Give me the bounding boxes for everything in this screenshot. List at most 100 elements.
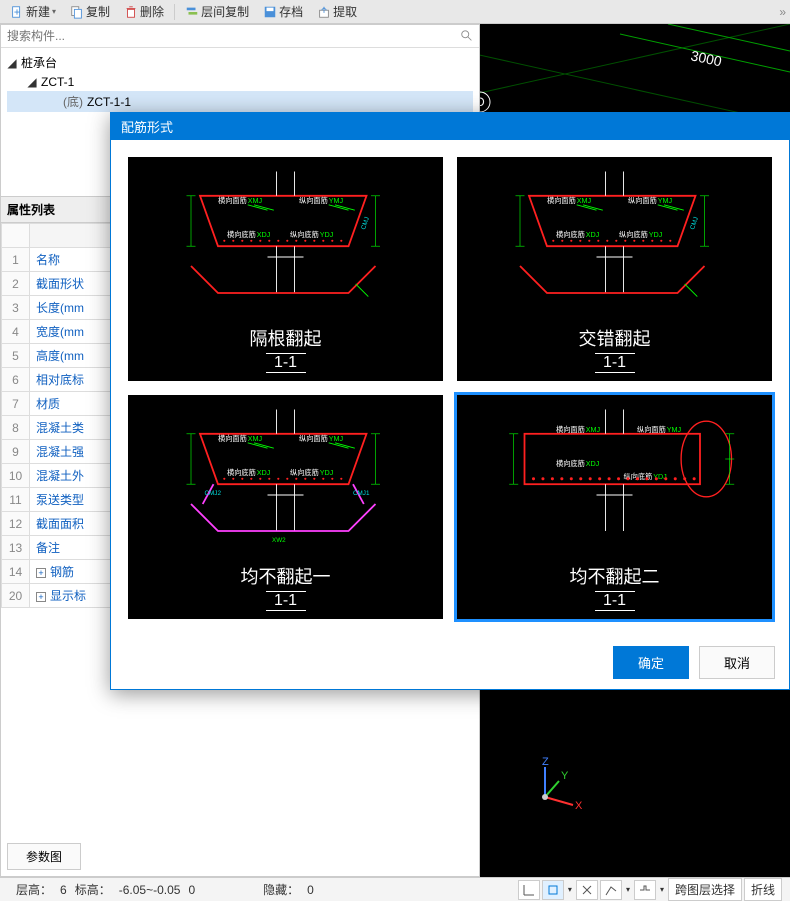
status-tool-1[interactable]	[518, 880, 540, 900]
prop-idx: 14	[2, 560, 30, 584]
rebar-diagram: 横向面筋XMJ 纵向面筋YMJ 横向底筋XDJ 纵向底筋YDJ	[467, 405, 762, 549]
new-icon	[10, 5, 24, 19]
component-tree: ◢ 桩承台 ◢ ZCT-1 (底) ZCT-1-1	[1, 48, 479, 116]
rebar-diagram: 横向面筋XMJ 纵向面筋YMJ 横向底筋XDJ 纵向底筋YDJ CMJ2 CMJ…	[138, 405, 433, 549]
prop-idx: 1	[2, 248, 30, 272]
thumbnail-grid: 横向面筋XMJ 纵向面筋YMJ 横向底筋XDJ 纵向底筋YDJ CMJ 隔根翻起…	[125, 154, 775, 622]
svg-text:Y: Y	[561, 770, 569, 782]
fold-button[interactable]: 折线	[744, 878, 782, 901]
svg-text:横向底筋: 横向底筋	[227, 230, 256, 239]
thumb-caption: 均不翻起二 1-1	[457, 563, 772, 611]
svg-text:横向底筋: 横向底筋	[227, 468, 256, 477]
delete-icon	[124, 5, 138, 19]
thumb-caption: 交错翻起 1-1	[457, 325, 772, 373]
prop-idx: 8	[2, 416, 30, 440]
status-tool-5[interactable]	[634, 880, 656, 900]
thumb-sub: 1-1	[266, 591, 306, 611]
svg-text:XDJ: XDJ	[586, 459, 600, 468]
cross-layer-button[interactable]: 跨图层选择	[668, 878, 742, 901]
thumb-caption: 均不翻起一 1-1	[128, 563, 443, 611]
svg-text:YMJ: YMJ	[667, 425, 682, 434]
status-bar: 层高： 6 标高： -6.05~-0.05 0 隐藏： 0 ▾ ▾ ▾ 跨图层选…	[0, 877, 790, 901]
search-icon	[460, 29, 474, 43]
tree-child2-prefix: (底)	[63, 93, 83, 110]
toolbar-separator	[174, 4, 175, 20]
rebar-diagram: 横向面筋XMJ 纵向面筋YMJ 横向底筋XDJ 纵向底筋YDJ CMJ	[138, 167, 433, 311]
save-button[interactable]: 存档	[257, 1, 309, 22]
dropdown-caret-icon: ▾	[52, 7, 56, 16]
cancel-button[interactable]: 取消	[699, 646, 775, 679]
expand-icon[interactable]: +	[36, 592, 46, 602]
rebar-option-2[interactable]: 横向面筋XMJ 纵向面筋YMJ 横向底筋XDJ 纵向底筋YDJ CMJ2 CMJ…	[125, 392, 446, 622]
extract-icon	[317, 5, 331, 19]
thumb-sub: 1-1	[595, 591, 635, 611]
prop-idx: 13	[2, 536, 30, 560]
svg-text:CMJ2: CMJ2	[205, 490, 222, 497]
svg-text:纵向底筋: 纵向底筋	[619, 230, 648, 239]
prop-idx: 6	[2, 368, 30, 392]
status-zero: 0	[188, 883, 195, 897]
dropdown-icon[interactable]: ▾	[566, 885, 574, 894]
param-diagram-button[interactable]: 参数图	[7, 843, 81, 870]
prop-idx: 20	[2, 584, 30, 608]
rebar-option-1[interactable]: 横向面筋XMJ 纵向面筋YMJ 横向底筋XDJ 纵向底筋YDJ CMJ 交错翻起…	[454, 154, 775, 384]
rebar-option-0[interactable]: 横向面筋XMJ 纵向面筋YMJ 横向底筋XDJ 纵向底筋YDJ CMJ 隔根翻起…	[125, 154, 446, 384]
prop-idx: 4	[2, 320, 30, 344]
search-button[interactable]	[455, 25, 479, 47]
rebar-option-3[interactable]: 横向面筋XMJ 纵向面筋YMJ 横向底筋XDJ 纵向底筋YDJ 均不翻起二 1-…	[454, 392, 775, 622]
tree-root[interactable]: ◢ 桩承台	[7, 52, 473, 73]
prop-idx: 3	[2, 296, 30, 320]
svg-text:横向底筋: 横向底筋	[556, 230, 585, 239]
svg-text:3000: 3000	[689, 47, 723, 69]
status-tool-3[interactable]	[576, 880, 598, 900]
tree-child-2[interactable]: (底) ZCT-1-1	[7, 91, 473, 112]
expand-icon[interactable]: +	[36, 568, 46, 578]
search-input[interactable]	[1, 25, 455, 47]
dialog-body: 横向面筋XMJ 纵向面筋YMJ 横向底筋XDJ 纵向底筋YDJ CMJ 隔根翻起…	[111, 140, 789, 636]
tree-root-label: 桩承台	[21, 54, 57, 71]
layer-copy-icon	[185, 5, 199, 19]
svg-text:YDJ: YDJ	[320, 468, 334, 477]
svg-text:XMJ: XMJ	[248, 434, 263, 443]
prop-idx: 2	[2, 272, 30, 296]
elev-value: -6.05~-0.05	[119, 883, 181, 897]
ok-button[interactable]: 确定	[613, 646, 689, 679]
thumb-sub: 1-1	[266, 353, 306, 373]
save-label: 存档	[279, 3, 303, 20]
prop-idx: 12	[2, 512, 30, 536]
dropdown-icon[interactable]: ▾	[658, 885, 666, 894]
delete-button[interactable]: 删除	[118, 1, 170, 22]
svg-text:CMJ1: CMJ1	[353, 490, 370, 497]
svg-text:YDJ: YDJ	[649, 230, 663, 239]
new-label: 新建	[26, 3, 50, 20]
dropdown-icon[interactable]: ▾	[624, 885, 632, 894]
thumb-caption: 隔根翻起 1-1	[128, 325, 443, 373]
toolbar-overflow-icon[interactable]: »	[779, 5, 786, 19]
svg-text:YMJ: YMJ	[658, 196, 673, 205]
extract-button[interactable]: 提取	[311, 1, 363, 22]
svg-text:横向面筋: 横向面筋	[547, 196, 576, 205]
thumb-sub: 1-1	[595, 353, 635, 373]
status-tool-4[interactable]	[600, 880, 622, 900]
svg-text:Z: Z	[542, 757, 549, 768]
svg-text:纵向面筋: 纵向面筋	[299, 434, 328, 443]
tree-child-1[interactable]: ◢ ZCT-1	[7, 73, 473, 91]
floor-label: 层高：	[16, 881, 52, 898]
svg-text:横向面筋: 横向面筋	[218, 196, 247, 205]
layer-copy-button[interactable]: 层间复制	[179, 1, 255, 22]
tree-child2-label: ZCT-1-1	[87, 95, 131, 109]
svg-text:X: X	[575, 800, 583, 812]
extract-label: 提取	[333, 3, 357, 20]
dialog-title: 配筋形式	[111, 113, 789, 140]
status-tool-2[interactable]	[542, 880, 564, 900]
prop-idx: 11	[2, 488, 30, 512]
main-toolbar: 新建 ▾ 复制 删除 层间复制 存档 提取 »	[0, 0, 790, 24]
svg-text:YDJ: YDJ	[320, 230, 334, 239]
status-tools: ▾ ▾ ▾ 跨图层选择 折线	[518, 878, 782, 901]
caret-icon: ◢	[27, 75, 37, 89]
svg-text:YMJ: YMJ	[329, 434, 344, 443]
copy-label: 复制	[86, 3, 110, 20]
new-button[interactable]: 新建 ▾	[4, 1, 62, 22]
svg-text:纵向底筋: 纵向底筋	[290, 230, 319, 239]
copy-button[interactable]: 复制	[64, 1, 116, 22]
